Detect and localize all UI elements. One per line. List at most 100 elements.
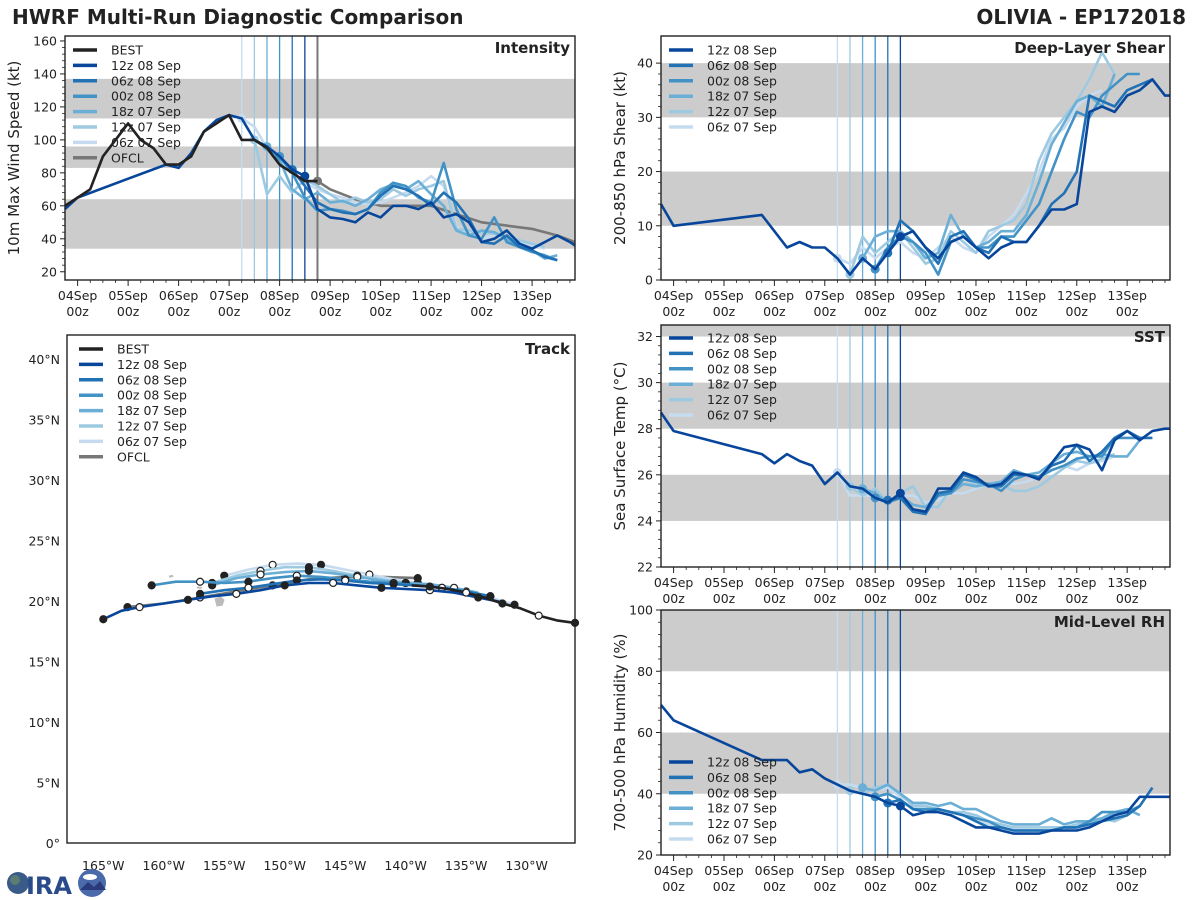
- x-tick-label: 00z: [521, 304, 544, 319]
- land-hawaii: [214, 596, 225, 607]
- x-tick-label: 12Sep: [1057, 288, 1097, 303]
- track-point-12z: [232, 589, 241, 598]
- y-tick-label: 26: [637, 467, 653, 482]
- shaded-band: [661, 63, 1170, 118]
- panel-title: Mid-Level RH: [1054, 613, 1165, 631]
- x-tick-label: 10Sep: [956, 288, 996, 303]
- cira-logo-icon: IRA: [7, 869, 106, 900]
- legend-label: 12z 08 Sep: [707, 755, 777, 770]
- x-tick-label: 07Sep: [805, 288, 845, 303]
- track-point-00z: [99, 615, 108, 624]
- x-tick-label: 160°W: [143, 858, 185, 873]
- x-tick-label: 08Sep: [855, 863, 895, 878]
- x-tick-label: 130°W: [505, 858, 547, 873]
- x-tick-label: 00z: [814, 879, 837, 894]
- panel-title: Intensity: [495, 39, 571, 57]
- x-tick-label: 00z: [1116, 304, 1139, 319]
- x-tick-label: 11Sep: [411, 288, 451, 303]
- legend-label: 06z 07 Sep: [707, 832, 777, 847]
- axes-frame: [64, 35, 576, 281]
- series-line: [874, 72, 1140, 276]
- y-tick-label: 24: [637, 513, 653, 528]
- x-tick-label: 11Sep: [1007, 575, 1047, 590]
- shaded-band: [661, 732, 1170, 794]
- series-line: [887, 786, 1154, 832]
- y-tick-label: 15°N: [28, 655, 60, 670]
- track-point-00z: [183, 595, 193, 604]
- track-point-00z: [316, 560, 326, 569]
- x-tick-label: 09Sep: [310, 288, 350, 303]
- x-tick-label: 00z: [864, 591, 887, 606]
- panel-title: Deep-Layer Shear: [1014, 39, 1165, 57]
- x-tick-label: 10Sep: [361, 288, 401, 303]
- y-tick-label: 32: [637, 329, 653, 344]
- shaded-band: [661, 325, 1170, 337]
- legend-label: 06z 07 Sep: [707, 408, 777, 423]
- legend-label: 18z 07 Sep: [111, 104, 181, 119]
- x-tick-label: 12Sep: [1057, 575, 1097, 590]
- legend-label: 06z 08 Sep: [707, 58, 777, 73]
- track-point-12z: [195, 577, 205, 586]
- x-tick-label: 00z: [268, 304, 291, 319]
- panel-title: SST: [1134, 328, 1166, 346]
- x-tick-label: 00z: [914, 879, 937, 894]
- x-tick-label: 04Sep: [654, 863, 694, 878]
- series-line: [278, 155, 558, 262]
- x-tick-label: 05Sep: [704, 288, 744, 303]
- y-tick-label: 35°N: [28, 413, 60, 428]
- legend-label: OFCL: [111, 150, 144, 165]
- x-tick-label: 00z: [814, 591, 837, 606]
- x-tick-label: 00z: [763, 879, 786, 894]
- legend-label: 00z 08 Sep: [707, 785, 777, 800]
- legend-label: 06z 07 Sep: [111, 135, 181, 150]
- series-line: [316, 180, 576, 244]
- legend-label: 18z 07 Sep: [707, 377, 777, 392]
- legend-label: BEST: [117, 342, 149, 357]
- y-tick-label: 25°N: [28, 534, 60, 549]
- x-tick-label: 00z: [763, 304, 786, 319]
- x-tick-label: 00z: [763, 591, 786, 606]
- x-tick-label: 00z: [117, 304, 140, 319]
- legend-label: 18z 07 Sep: [707, 801, 777, 816]
- axes-frame: [660, 324, 1171, 568]
- x-tick-label: 00z: [965, 591, 988, 606]
- x-tick-label: 145°W: [324, 858, 366, 873]
- track-point-12z: [256, 570, 265, 579]
- x-tick-label: 00z: [218, 304, 241, 319]
- legend-label: 18z 07 Sep: [707, 89, 777, 104]
- x-tick-label: 00z: [1015, 591, 1038, 606]
- x-tick-label: 00z: [713, 879, 736, 894]
- y-tick-label: 20: [637, 848, 653, 863]
- y-axis-label: Sea Surface Temp (°C): [611, 361, 629, 530]
- track-point-12z: [135, 603, 144, 612]
- y-axis-label: 700-500 hPa Humidity (%): [611, 633, 629, 831]
- y-tick-label: 0: [645, 273, 653, 288]
- x-tick-label: 06Sep: [755, 288, 795, 303]
- y-tick-label: 40°N: [28, 352, 60, 367]
- x-tick-label: 13Sep: [1107, 575, 1147, 590]
- x-tick-label: 07Sep: [805, 575, 845, 590]
- x-tick-label: 00z: [1066, 879, 1089, 894]
- track-line: [211, 569, 479, 594]
- x-tick-label: 00z: [713, 591, 736, 606]
- land-kauai: [168, 574, 174, 578]
- x-tick-label: 155°W: [203, 858, 245, 873]
- init-marker: [895, 488, 905, 498]
- y-tick-label: 20°N: [28, 594, 60, 609]
- x-tick-label: 08Sep: [855, 288, 895, 303]
- x-tick-label: 06Sep: [755, 863, 795, 878]
- y-tick-label: 80: [41, 165, 57, 180]
- track-point-00z: [498, 599, 507, 608]
- y-tick-label: 30°N: [28, 473, 60, 488]
- x-tick-label: 10Sep: [956, 575, 996, 590]
- y-axis-label: 200-850 hPa Shear (kt): [611, 71, 629, 245]
- legend-label: 12z 07 Sep: [707, 392, 777, 407]
- shaded-band: [661, 382, 1170, 429]
- x-tick-label: 13Sep: [512, 288, 552, 303]
- series-line: [64, 113, 318, 207]
